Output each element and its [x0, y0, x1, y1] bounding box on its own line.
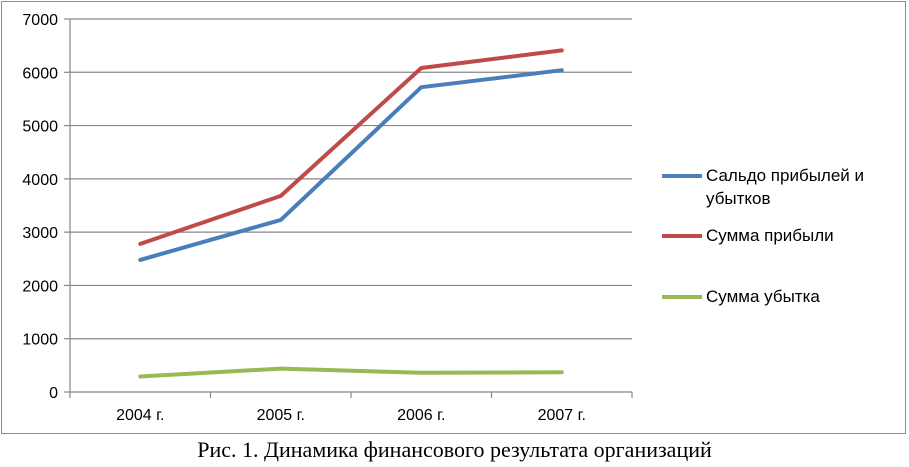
- legend-label: Сумма убытка: [706, 287, 820, 306]
- y-tick-label: 3000: [22, 225, 58, 242]
- legend-label: Сумма прибыли: [706, 226, 834, 245]
- series-line: [138, 68, 564, 262]
- axes: 0 1000 2000 3000 4000 5000 6000 7000 2004 г. 2005…: [22, 12, 633, 424]
- y-tick-label: 5000: [22, 119, 58, 136]
- x-tick-label: 2007 г.: [538, 407, 586, 424]
- series-line: [138, 48, 564, 246]
- x-tick-label: 2006 г.: [397, 407, 445, 424]
- y-tick-label: 2000: [22, 278, 58, 295]
- y-tick-label: 4000: [22, 172, 58, 189]
- x-tick-label: 2004 г.: [116, 407, 164, 424]
- line-chart: 0 1000 2000 3000 4000 5000 6000 7000 2004 г. 2005…: [22, 12, 864, 424]
- legend: Сальдо прибылей и убытков Сумма прибыли Сум…: [662, 166, 864, 306]
- series-lines: [138, 48, 564, 379]
- gridlines: [70, 18, 632, 340]
- legend-label: Сальдо прибылей и: [706, 166, 864, 185]
- y-tick-label: 1000: [22, 332, 58, 349]
- legend-label: убытков: [706, 189, 771, 208]
- y-tick-label: 0: [49, 385, 58, 402]
- y-tick-label: 7000: [22, 12, 58, 29]
- x-tick-label: 2005 г.: [257, 407, 305, 424]
- chart-frame: [1, 1, 906, 434]
- figure-caption: Рис. 1. Динамика финансового результата …: [197, 437, 712, 462]
- y-tick-label: 6000: [22, 65, 58, 82]
- series-line: [138, 366, 564, 379]
